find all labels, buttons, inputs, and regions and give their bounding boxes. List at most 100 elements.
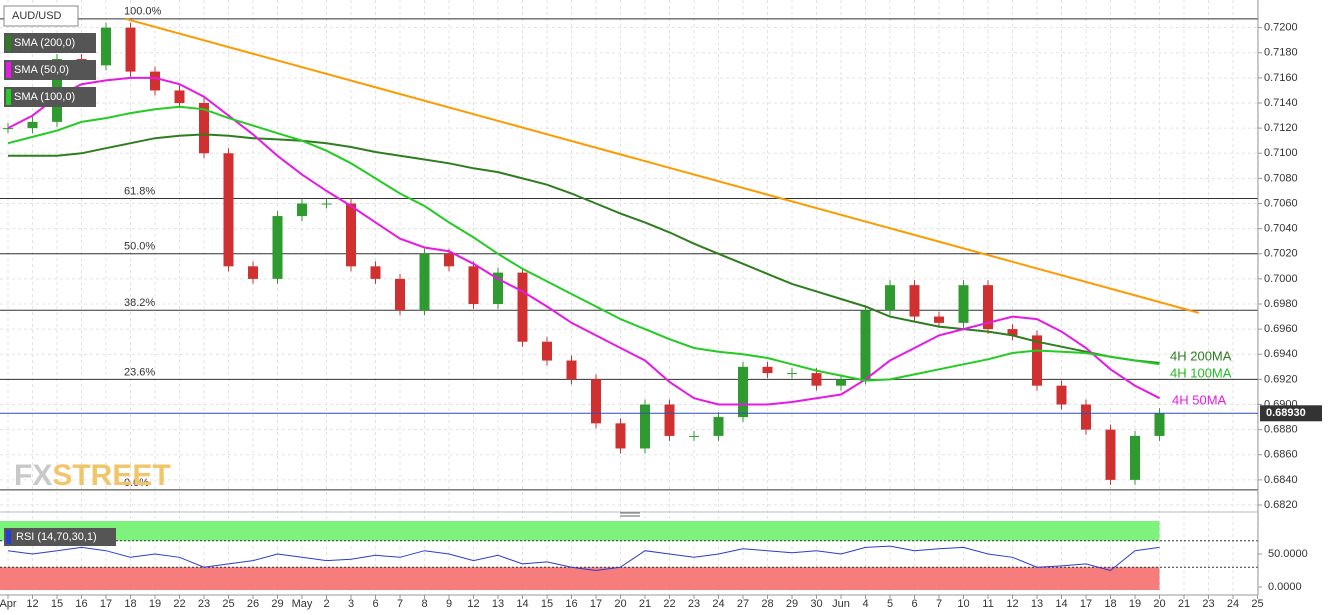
candle [27,121,38,129]
x-tick-label: 6 [372,598,378,610]
sma-line [7,76,1160,406]
y-tick-label: 0.7180 [1264,47,1298,59]
oversold-band [0,567,1160,590]
x-tick-label: 4 [862,598,868,610]
rsi-title-box [4,528,116,546]
annotation: 4H 100MA [1170,365,1232,380]
candle [468,266,479,305]
x-tick-label: 5 [887,598,893,610]
candle [297,203,307,217]
candle [444,253,454,267]
legend-box [3,5,79,27]
x-tick-label: 30 [810,598,822,610]
x-tick-label: 17 [100,598,112,610]
legend-label: SMA (200,0) [14,37,75,49]
fib-label: 23.6% [124,366,155,378]
candle [983,285,993,330]
candle [787,373,797,375]
x-tick-label: 18 [1104,598,1116,610]
x-tick-label: 18 [124,598,136,610]
x-tick-label: 12 [1006,598,1018,610]
candle [640,404,650,449]
candle [1007,329,1018,336]
x-tick-label: 25 [222,598,234,610]
candle [419,253,430,311]
x-tick-label: 29 [271,598,283,610]
overbought-band [0,521,1160,541]
y-tick-label: 0.7000 [1264,273,1298,285]
candle [395,278,405,311]
x-tick-label: 2 [323,598,329,610]
legend-box [4,87,96,107]
x-tick-label: 26 [247,598,259,610]
x-tick-label: 25 [1251,598,1263,610]
rsi-tick-label: 50.0000 [1268,548,1308,560]
y-tick-label: 0.7080 [1264,172,1298,184]
candle [958,285,969,323]
x-tick-label: 14 [516,598,528,610]
y-tick-label: 0.6820 [1264,499,1298,511]
logo-part: FX [14,459,52,492]
logo-part: STREET [52,459,170,492]
y-tick-label: 0.6980 [1264,298,1298,310]
divider-handle [620,512,640,517]
candle [174,90,185,104]
legend-label: AUD/USD [12,10,62,22]
x-tick-label: 22 [173,598,185,610]
candle [1130,435,1140,480]
fib-label: 100.0% [124,6,162,18]
candle [836,379,846,386]
candle [713,417,724,436]
y-tick-label: 0.7160 [1264,72,1298,84]
legend-swatch [6,35,11,51]
y-tick-label: 0.7120 [1264,122,1298,134]
candle [101,27,111,66]
x-tick-label: 23 [198,598,210,610]
x-tick-label: 21 [639,598,651,610]
x-tick-label: 21 [1178,598,1190,610]
candle [517,272,528,342]
x-tick-label: 24 [1227,598,1239,610]
legend-label: SMA (100,0) [14,91,75,103]
x-tick-label: 13 [492,598,504,610]
x-tick-label: 15 [51,598,63,610]
candle [615,423,626,449]
x-tick-label: 12 [26,598,38,610]
fib-label: 38.2% [124,297,155,309]
y-tick-label: 0.7060 [1264,197,1298,209]
candle [370,266,381,279]
x-tick-label: 19 [149,598,161,610]
x-tick-label: 9 [446,598,452,610]
annotation: 4H 200MA [1170,348,1232,363]
rsi-swatch [6,530,11,544]
legend-swatch [6,89,11,105]
last-price-label: 0.68930 [1266,407,1306,419]
x-tick-label: 23 [1202,598,1214,610]
y-tick-label: 0.6960 [1264,323,1298,335]
annotation: 4H 50MA [1172,392,1227,407]
rsi-line [7,545,1160,572]
candle [542,341,552,361]
sma-line [8,133,1160,364]
legend-box [4,60,96,80]
y-tick-label: 0.6940 [1264,348,1298,360]
legend-swatch [6,62,11,78]
x-tick-label: 15 [541,598,553,610]
overlay: 0.68200.68400.68600.68800.69000.69200.69… [0,5,1322,610]
candle [346,203,356,267]
trendline [125,17,1199,314]
y-tick-label: 0.6860 [1264,449,1298,461]
y-tick-label: 0.7020 [1264,248,1298,260]
candle [1154,413,1165,436]
y-tick-label: 0.7100 [1264,147,1298,159]
x-tick-label: 10 [957,598,969,610]
x-tick-label: 16 [565,598,577,610]
y-tick-label: 0.7140 [1264,97,1298,109]
x-tick-label: 20 [614,598,626,610]
y-tick-label: 0.6920 [1264,373,1298,385]
candle [1081,404,1091,430]
x-tick-label: 20 [1153,598,1165,610]
x-tick-label: 6 [911,598,917,610]
y-tick-label: 0.6880 [1264,424,1298,436]
